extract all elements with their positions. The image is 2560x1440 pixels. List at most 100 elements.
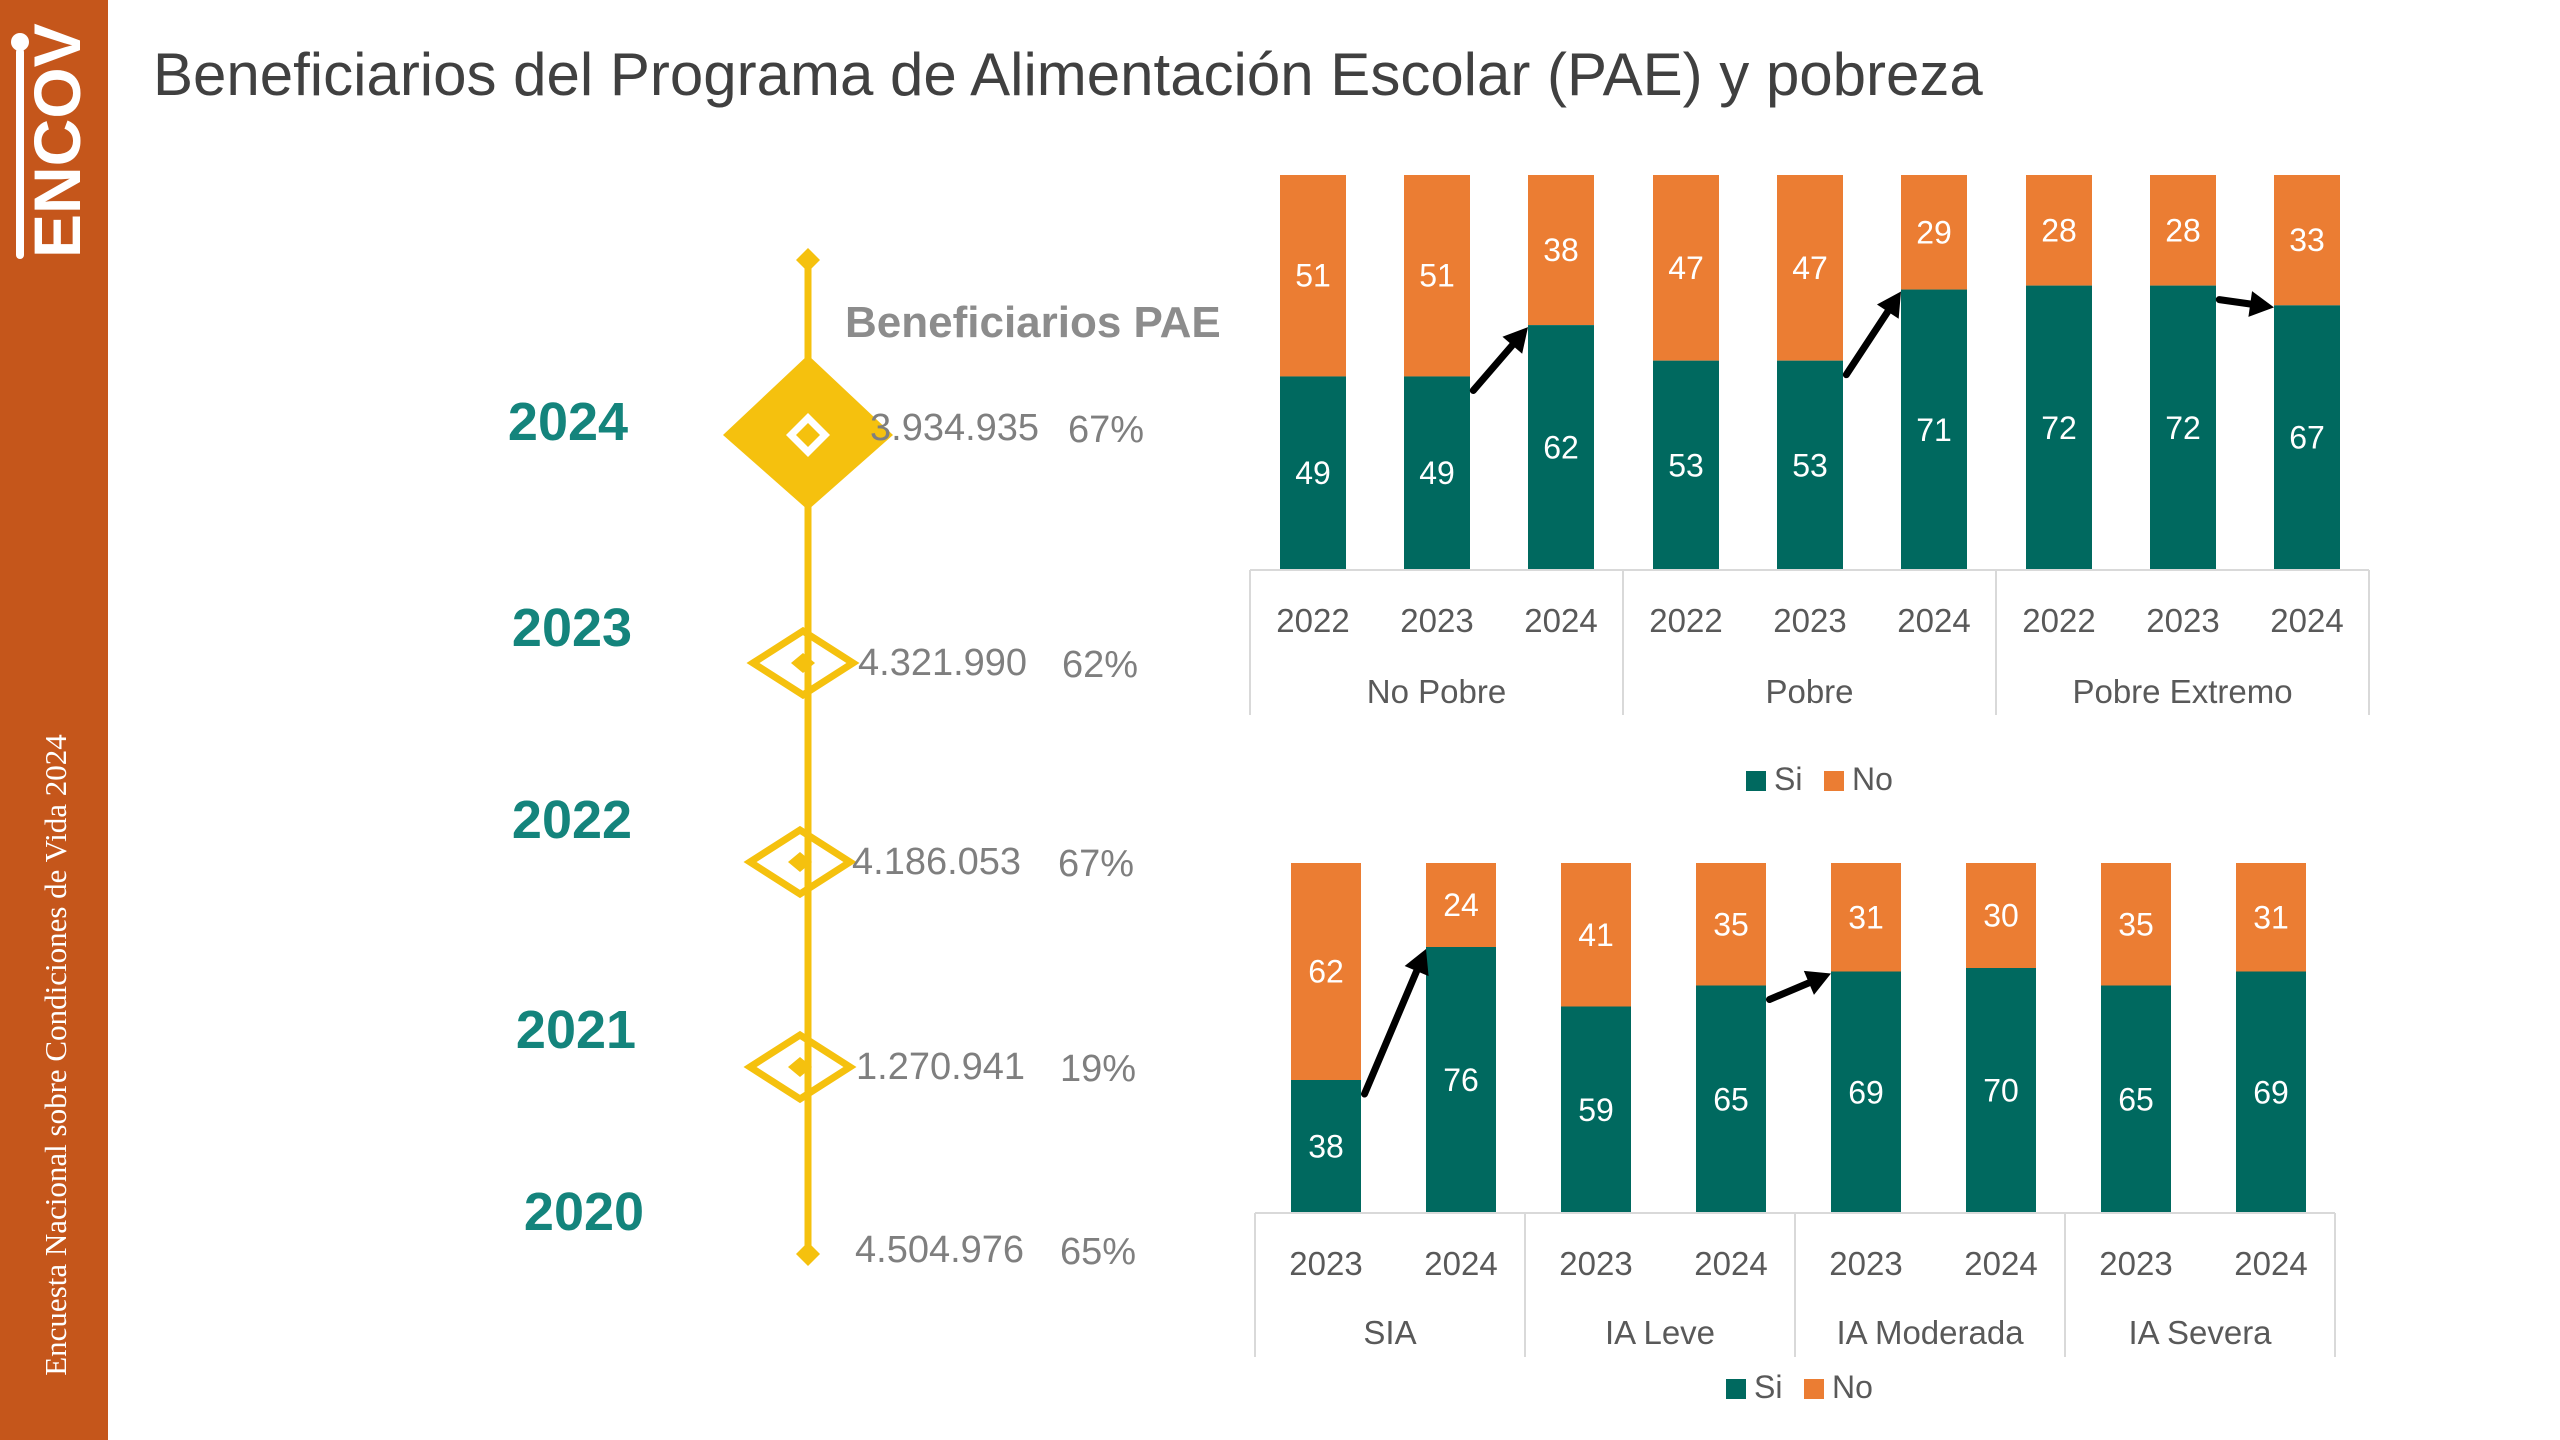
data-label-no: 28: [2165, 212, 2201, 248]
bar-segment-no: [1561, 863, 1631, 1007]
legend-label: No: [1832, 1369, 1873, 1405]
x-tick-label-year: 2023: [1829, 1245, 1902, 1282]
trend-arrow: [1842, 291, 1901, 379]
data-label-no: 29: [1916, 214, 1952, 250]
bar-segment-no: [1831, 863, 1901, 972]
data-label-no: 31: [2253, 899, 2289, 935]
beneficiaries-count: 4.321.990: [858, 642, 1027, 684]
legend-item-si: Si: [1746, 761, 1802, 797]
bar-sia-2024: 76 24: [1426, 863, 1496, 1213]
timeline-entry-2024: 2024 3.934.935 67%: [508, 355, 1144, 510]
bar-segment-no: [1280, 175, 1346, 377]
x-tick-label-year: 2023: [2146, 602, 2219, 639]
bar-sia-2023: 38 62: [1291, 863, 1361, 1213]
bar-segment-si: [1777, 360, 1843, 570]
bar-ia-severa-2023: 65 35: [2101, 863, 2171, 1213]
bar-segment-no: [2274, 175, 2340, 306]
x-tick-label-year: 2022: [1276, 602, 1349, 639]
bar-segment-si: [2101, 985, 2171, 1213]
bar-segment-si: [1653, 360, 1719, 570]
sidebar: ENCOVI Encuesta Nacional sobre Condicion…: [0, 0, 108, 1440]
data-label-si: 69: [2253, 1074, 2289, 1110]
trend-arrow: [1766, 970, 1831, 1003]
beneficiaries-pct: 62%: [1062, 644, 1138, 686]
legend-swatch: [1746, 771, 1766, 791]
timeline-bottom-diamond: [796, 1242, 820, 1266]
bar-segment-no: [1966, 863, 2036, 968]
legend-swatch: [1726, 1379, 1746, 1399]
x-group-label: IA Moderada: [1836, 1314, 2024, 1351]
data-label-si: 69: [1848, 1074, 1884, 1110]
timeline-marker-core: [788, 852, 812, 872]
data-label-no: 51: [1419, 258, 1455, 294]
x-tick-label-year: 2023: [1289, 1245, 1362, 1282]
legend-label: Si: [1754, 1369, 1782, 1405]
timeline-year: 2021: [516, 1000, 636, 1060]
bar-segment-no: [2026, 175, 2092, 286]
x-tick-label-year: 2023: [1400, 602, 1473, 639]
bar-segment-no: [1653, 175, 1719, 361]
bar-pobre-extremo-2023: 72 28: [2150, 175, 2216, 570]
x-group-label: SIA: [1363, 1314, 1416, 1351]
data-label-si: 53: [1792, 447, 1828, 483]
timeline-marker-core: [791, 653, 815, 673]
x-tick-label-year: 2022: [2022, 602, 2095, 639]
timeline-marker: [743, 1030, 857, 1104]
bar-segment-no: [1901, 175, 1967, 290]
data-label-no: 35: [1713, 906, 1749, 942]
data-label-si: 76: [1443, 1062, 1479, 1098]
timeline-entry-2020: 2020 4.504.976 65%: [524, 1182, 1136, 1273]
bar-segment-no: [2150, 175, 2216, 286]
bar-pobre-2022: 53 47: [1653, 175, 1719, 570]
bar-segment-no: [1696, 863, 1766, 986]
data-label-si: 65: [1713, 1081, 1749, 1117]
bar-segment-si: [1966, 968, 2036, 1213]
timeline-marker-core: [788, 1057, 812, 1077]
bar-segment-si: [2236, 971, 2306, 1213]
data-label-si: 49: [1419, 455, 1455, 491]
data-label-si: 71: [1916, 412, 1952, 448]
data-label-si: 72: [2041, 410, 2077, 446]
bar-ia-moderada-2023: 69 31: [1831, 863, 1901, 1213]
data-label-no: 47: [1792, 250, 1828, 286]
timeline-year: 2024: [508, 392, 628, 452]
bar-segment-si: [2274, 305, 2340, 570]
data-label-si: 65: [2118, 1081, 2154, 1117]
data-label-no: 41: [1578, 917, 1614, 953]
bar-segment-si: [2026, 285, 2092, 570]
bar-segment-si: [1404, 376, 1470, 570]
bar-segment-si: [1280, 376, 1346, 570]
legend-item-no: No: [1804, 1369, 1873, 1405]
data-label-no: 30: [1983, 898, 2019, 934]
data-label-no: 24: [1443, 887, 1479, 923]
x-group-label: Pobre: [1765, 673, 1853, 710]
bar-pobre-extremo-2022: 72 28: [2026, 175, 2092, 570]
bar-segment-si: [1528, 325, 1594, 570]
timeline-marker-core: [796, 423, 820, 447]
data-label-si: 70: [1983, 1073, 2019, 1109]
logo-text: ENCOVI: [20, 20, 94, 258]
data-label-si: 62: [1543, 430, 1579, 466]
timeline-entry-2022: 2022 4.186.053 67%: [512, 790, 1134, 899]
timeline-marker: [743, 825, 857, 899]
legend-swatch: [1824, 771, 1844, 791]
legend-label: Si: [1774, 761, 1802, 797]
bar-no-pobre-2023: 49 51: [1404, 175, 1470, 570]
legend-item-si: Si: [1726, 1369, 1782, 1405]
x-tick-label-year: 2024: [2270, 602, 2343, 639]
bar-ia-leve-2024: 65 35: [1696, 863, 1766, 1213]
beneficiaries-count: 3.934.935: [870, 407, 1039, 449]
timeline-marker: [746, 626, 860, 700]
data-label-no: 28: [2041, 212, 2077, 248]
beneficiaries-pct: 67%: [1068, 409, 1144, 451]
bar-segment-no: [1291, 863, 1361, 1080]
trend-arrow: [2215, 291, 2274, 317]
x-tick-label-year: 2022: [1649, 602, 1722, 639]
beneficiaries-pct: 19%: [1060, 1048, 1136, 1090]
legend-label: No: [1852, 761, 1893, 797]
data-label-si: 59: [1578, 1092, 1614, 1128]
x-tick-label-year: 2023: [2099, 1245, 2172, 1282]
data-label-si: 38: [1308, 1129, 1344, 1165]
